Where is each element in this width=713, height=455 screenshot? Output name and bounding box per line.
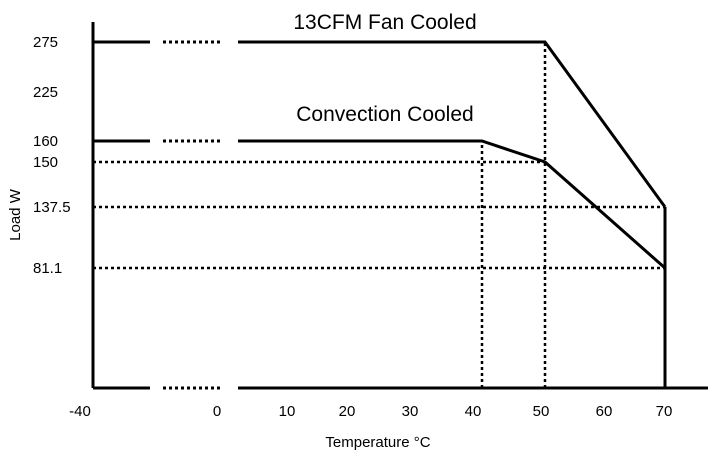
x-tick-label: 30: [402, 403, 419, 420]
y-tick-label: 150: [33, 154, 58, 171]
series-line: [238, 139, 666, 270]
axes: [91, 22, 708, 390]
series-label: 13CFM Fan Cooled: [293, 11, 476, 34]
y-tick-label: 81.1: [33, 260, 62, 277]
x-tick-label: 20: [339, 403, 356, 420]
x-tick-label: 10: [279, 403, 296, 420]
curve-labels: 13CFM Fan Cooled Convection Cooled: [293, 11, 476, 126]
x-tick-label: -40: [69, 403, 91, 420]
x-tick-label: 40: [465, 403, 482, 420]
tick-labels: -40 0 10 20 30 40 50 60 70 275 225 160 150 137.5 81.1: [33, 34, 672, 420]
y-tick-label: 137.5: [33, 199, 71, 216]
x-tick-label: 70: [656, 403, 673, 420]
y-tick-label: 160: [33, 133, 58, 150]
x-axis-label: Temperature °C: [325, 434, 430, 451]
series-label: Convection Cooled: [296, 103, 473, 126]
x-tick-label: 60: [596, 403, 613, 420]
series-lines: [93, 40, 667, 388]
series-line: [238, 40, 667, 208]
x-tick-label: 0: [213, 403, 221, 420]
reference-lines: [93, 42, 665, 388]
x-tick-label: 50: [533, 403, 550, 420]
y-tick-label: 275: [33, 34, 58, 51]
y-axis-label: Load W: [7, 188, 24, 241]
y-tick-label: 225: [33, 84, 58, 101]
